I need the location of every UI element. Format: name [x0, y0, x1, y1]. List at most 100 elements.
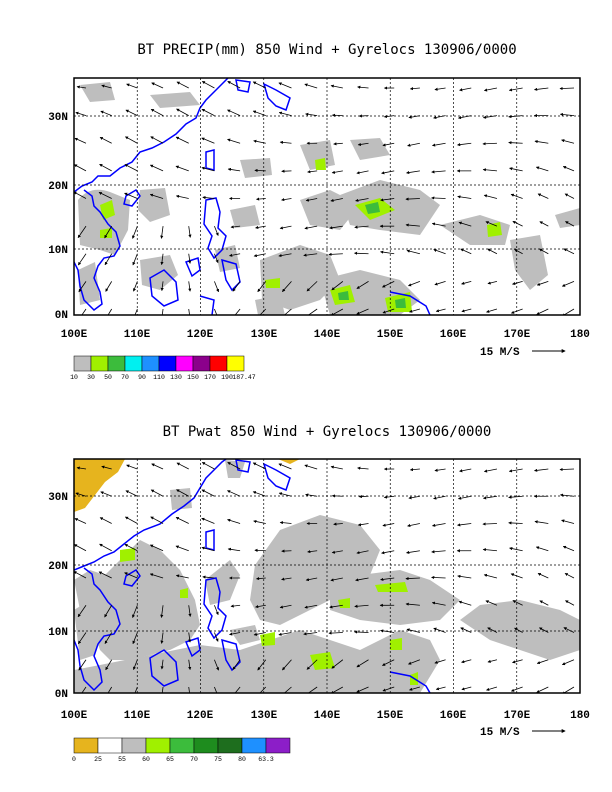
wind-arrow — [537, 193, 549, 199]
wind-arrow — [512, 280, 523, 286]
wind-arrow — [482, 142, 497, 146]
wind-arrow — [253, 253, 266, 258]
wind-arrow — [458, 221, 472, 227]
wind-arrow — [434, 87, 446, 91]
wind-arrow — [78, 281, 87, 293]
wind-arrow — [407, 281, 421, 287]
x-tick-label: 170E — [504, 710, 531, 722]
wind-arrow — [214, 281, 220, 293]
y-axis-labels: 0N 10N 20N 30N — [48, 492, 68, 701]
wind-arrow — [305, 198, 318, 202]
wind-arrow — [535, 166, 549, 172]
wind-arrow — [175, 517, 189, 524]
pwat-yellow — [74, 459, 300, 512]
wind-arrow — [74, 191, 87, 199]
legend-swatch — [141, 355, 160, 372]
wind-arrow — [278, 111, 292, 117]
wind-arrow — [510, 193, 523, 199]
wind-arrow — [381, 281, 395, 288]
wind-arrow — [175, 574, 189, 579]
x-tick-label: 160E — [440, 710, 467, 722]
wind-arrow — [356, 550, 369, 555]
x-tick-label: 130E — [251, 710, 278, 722]
wind-arrow — [537, 573, 549, 579]
wind-arrow — [433, 248, 446, 255]
wind-arrow — [99, 517, 112, 524]
legend-swatch — [107, 355, 126, 372]
y-axis-labels: 0N 10N 20N 30N — [48, 112, 68, 322]
wind-arrow — [457, 495, 472, 500]
panel-precip: BT PRECIP(mm) 850 Wind + Gyrelocs 130906… — [48, 42, 590, 381]
wind-arrow — [227, 81, 241, 89]
wind-arrow — [564, 193, 575, 199]
wind-arrow — [160, 253, 164, 266]
wind-arrow — [175, 136, 189, 144]
wind-arrow — [435, 686, 446, 691]
wind-arrow — [510, 686, 523, 692]
x-tick-label: 100E — [61, 329, 88, 341]
wind-arrow — [175, 165, 189, 172]
wind-arrow — [230, 604, 241, 608]
wind-arrow — [232, 659, 241, 671]
wind-arrow — [356, 281, 369, 289]
wind-arrow — [533, 87, 549, 91]
coastlines — [74, 78, 431, 315]
wind-arrow — [482, 548, 497, 552]
wind-arrow — [487, 659, 498, 663]
wind-arrow — [188, 659, 192, 671]
wind-arrow — [409, 686, 421, 691]
wind-arrow — [175, 545, 189, 552]
wind-arrow — [124, 572, 138, 579]
wind-arrow — [252, 462, 266, 470]
wind-arrow — [188, 605, 192, 617]
map-frame — [73, 77, 581, 316]
legend-label: 110 — [153, 374, 165, 381]
wind-arrow — [176, 462, 189, 470]
wind-arrow — [357, 142, 369, 147]
x-tick-label: 100E — [61, 710, 88, 722]
wind-arrow — [202, 195, 215, 200]
wind-arrow — [536, 308, 549, 315]
x-tick-label: 110E — [124, 710, 151, 722]
wind-arrow — [431, 222, 446, 227]
wind-arrow — [104, 253, 113, 266]
wind-arrow — [150, 489, 164, 497]
wind-arrow — [330, 198, 343, 202]
legend-swatch — [73, 355, 92, 372]
wind-arrow — [534, 520, 549, 524]
wind-arrow — [133, 659, 138, 671]
wind-arrow — [431, 170, 446, 174]
reference-vector: 15 M/S — [480, 347, 566, 359]
wind-arrow — [253, 139, 266, 144]
wind-arrow — [99, 136, 112, 144]
wind-arrow — [458, 600, 472, 606]
wind-arrow — [461, 686, 472, 691]
wind-arrow — [457, 142, 472, 147]
wind-arrow — [510, 308, 523, 314]
wind-arrow — [161, 308, 164, 315]
x-tick-label: 120E — [187, 329, 214, 341]
wind-arrow — [460, 627, 472, 633]
wind-arrow — [461, 280, 472, 285]
wind-arrow — [133, 281, 138, 292]
wind-arrow — [405, 197, 420, 201]
wind-arrow — [75, 111, 87, 117]
wind-arrow — [253, 632, 266, 636]
wind-arrow — [357, 523, 369, 527]
wind-arrow — [283, 686, 292, 693]
wind-arrow — [536, 659, 549, 665]
legend-label: 75 — [214, 756, 222, 763]
legend-label: 170 — [204, 374, 216, 381]
wind-arrow — [77, 605, 87, 618]
wind-arrow — [565, 221, 575, 227]
wind-arrow — [538, 627, 549, 633]
wind-arrow — [328, 252, 343, 256]
wind-arrow — [383, 114, 395, 119]
wind-arrow — [124, 164, 138, 172]
wind-arrow — [227, 518, 241, 524]
wind-arrow — [487, 280, 498, 285]
wind-arrow — [356, 686, 369, 693]
wind-arrow — [482, 495, 498, 500]
wind-arrow — [434, 280, 446, 286]
wind-arrow — [259, 308, 267, 315]
